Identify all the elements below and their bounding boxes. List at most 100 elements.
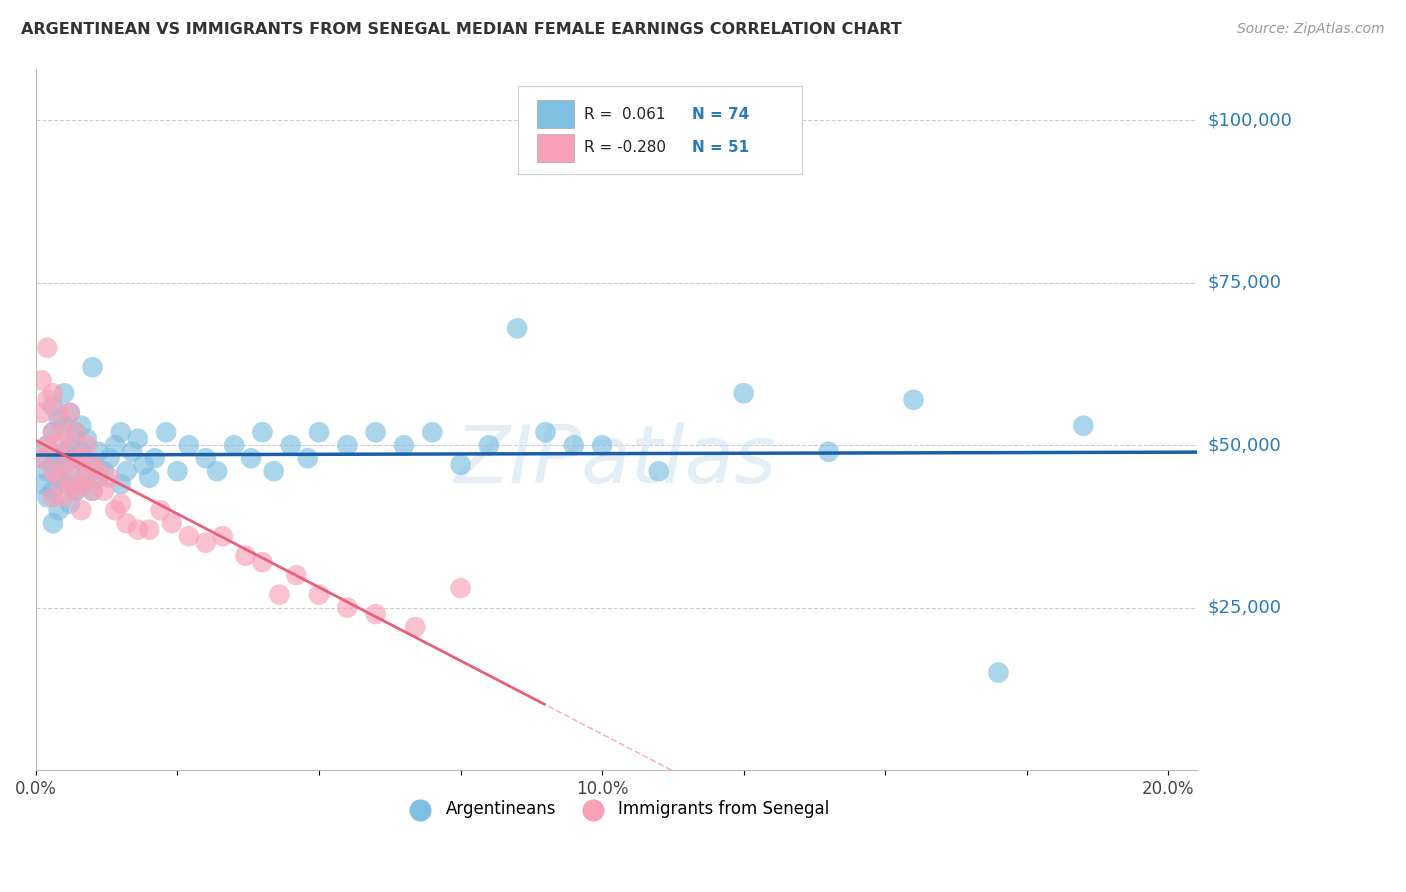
- Point: [70, 451, 93, 466]
- Point: [59, 406, 82, 420]
- Point: [42, 516, 65, 531]
- Point: [404, 620, 426, 634]
- Point: [31, 373, 53, 387]
- Point: [31, 406, 53, 420]
- Point: [59, 406, 82, 420]
- Point: [59, 497, 82, 511]
- Point: [121, 444, 143, 458]
- Point: [903, 392, 925, 407]
- Point: [53, 490, 76, 504]
- Point: [252, 555, 274, 569]
- Point: [817, 444, 839, 458]
- Point: [82, 360, 104, 375]
- Text: ZIPatlas: ZIPatlas: [456, 422, 778, 500]
- Point: [98, 451, 121, 466]
- Point: [31, 451, 53, 466]
- Point: [392, 438, 415, 452]
- Point: [48, 438, 70, 452]
- Point: [48, 471, 70, 485]
- Point: [76, 464, 98, 478]
- Point: [82, 483, 104, 498]
- FancyBboxPatch shape: [537, 100, 575, 128]
- Point: [53, 477, 76, 491]
- Point: [48, 471, 70, 485]
- Point: [104, 503, 127, 517]
- Point: [240, 451, 263, 466]
- Point: [59, 464, 82, 478]
- Point: [987, 665, 1010, 680]
- Point: [160, 516, 183, 531]
- Point: [478, 438, 501, 452]
- Point: [166, 464, 188, 478]
- Point: [65, 483, 87, 498]
- Point: [115, 464, 138, 478]
- Point: [127, 432, 149, 446]
- Point: [110, 425, 132, 440]
- Point: [59, 477, 82, 491]
- Point: [591, 438, 613, 452]
- Point: [143, 451, 166, 466]
- Point: [70, 444, 93, 458]
- Point: [87, 444, 110, 458]
- Point: [285, 568, 308, 582]
- Point: [205, 464, 228, 478]
- Point: [87, 471, 110, 485]
- Point: [53, 425, 76, 440]
- Point: [149, 503, 172, 517]
- Point: [76, 438, 98, 452]
- Point: [336, 438, 359, 452]
- Point: [82, 458, 104, 472]
- Point: [110, 477, 132, 491]
- Point: [364, 607, 387, 621]
- Point: [93, 483, 115, 498]
- Point: [308, 588, 330, 602]
- Point: [87, 464, 110, 478]
- Point: [450, 458, 472, 472]
- Point: [70, 477, 93, 491]
- Text: N = 51: N = 51: [692, 140, 749, 155]
- Point: [37, 438, 59, 452]
- Point: [82, 483, 104, 498]
- Point: [37, 464, 59, 478]
- Text: R =  0.061: R = 0.061: [583, 107, 665, 121]
- Point: [42, 386, 65, 401]
- Point: [733, 386, 755, 401]
- Point: [534, 425, 557, 440]
- Text: $100,000: $100,000: [1208, 112, 1292, 129]
- Point: [235, 549, 257, 563]
- Point: [138, 523, 160, 537]
- Point: [115, 516, 138, 531]
- Point: [53, 386, 76, 401]
- Point: [65, 458, 87, 472]
- Text: $25,000: $25,000: [1208, 599, 1282, 616]
- Point: [70, 418, 93, 433]
- Point: [76, 432, 98, 446]
- Point: [65, 425, 87, 440]
- Point: [104, 438, 127, 452]
- Point: [269, 588, 291, 602]
- Point: [132, 458, 155, 472]
- Point: [127, 523, 149, 537]
- Text: ARGENTINEAN VS IMMIGRANTS FROM SENEGAL MEDIAN FEMALE EARNINGS CORRELATION CHART: ARGENTINEAN VS IMMIGRANTS FROM SENEGAL M…: [21, 22, 901, 37]
- Point: [48, 406, 70, 420]
- Point: [59, 444, 82, 458]
- Point: [194, 451, 217, 466]
- Text: R = -0.280: R = -0.280: [583, 140, 666, 155]
- Point: [76, 471, 98, 485]
- Point: [177, 438, 200, 452]
- Point: [82, 458, 104, 472]
- Point: [308, 425, 330, 440]
- Point: [65, 483, 87, 498]
- Point: [59, 438, 82, 452]
- Point: [155, 425, 177, 440]
- Point: [42, 425, 65, 440]
- Point: [648, 464, 671, 478]
- Point: [222, 438, 245, 452]
- Text: $75,000: $75,000: [1208, 274, 1282, 292]
- Point: [110, 497, 132, 511]
- Point: [93, 464, 115, 478]
- Point: [211, 529, 233, 543]
- Point: [70, 477, 93, 491]
- FancyBboxPatch shape: [517, 86, 801, 174]
- Point: [177, 529, 200, 543]
